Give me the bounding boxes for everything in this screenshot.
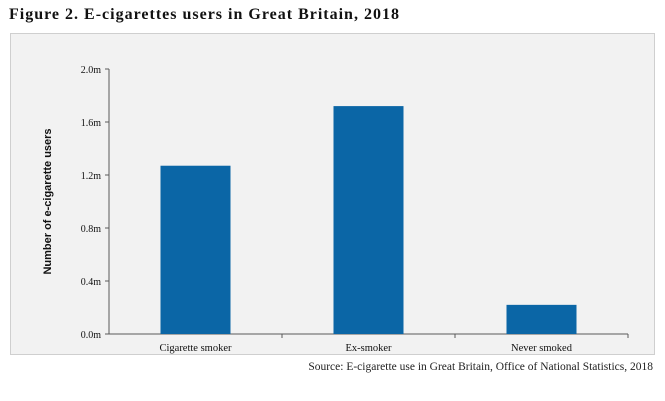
y-tick-label: 0.0m [81, 330, 102, 341]
x-tick-label: Cigarette smoker [159, 343, 232, 354]
bar-cigarette-smoker [160, 165, 231, 334]
y-axis-title: Number of e-cigarette users [42, 128, 54, 274]
x-tick-label: Never smoked [511, 343, 573, 354]
bar-never-smoked [506, 304, 577, 334]
y-tick-label: 0.8m [81, 224, 102, 235]
bar-chart: 0.0m 0.4m 0.8m 1.2m 1.6m 2.0m Number of e-ciga… [42, 65, 629, 354]
y-tick-label: 0.4m [81, 277, 102, 288]
y-tick-label: 1.6m [81, 118, 102, 129]
bar-ex-smoker [333, 106, 404, 334]
source-note: Source: E-cigarette use in Great Britain… [308, 361, 653, 373]
y-tick-label: 1.2m [81, 171, 102, 182]
x-tick-label: Ex-smoker [345, 343, 392, 354]
figure-title: Figure 2. E-cigarettes users in Great Br… [9, 6, 400, 23]
y-tick-label: 2.0m [81, 65, 102, 76]
chart-frame: 0.0m 0.4m 0.8m 1.2m 1.6m 2.0m Number of e-ciga… [10, 33, 655, 355]
